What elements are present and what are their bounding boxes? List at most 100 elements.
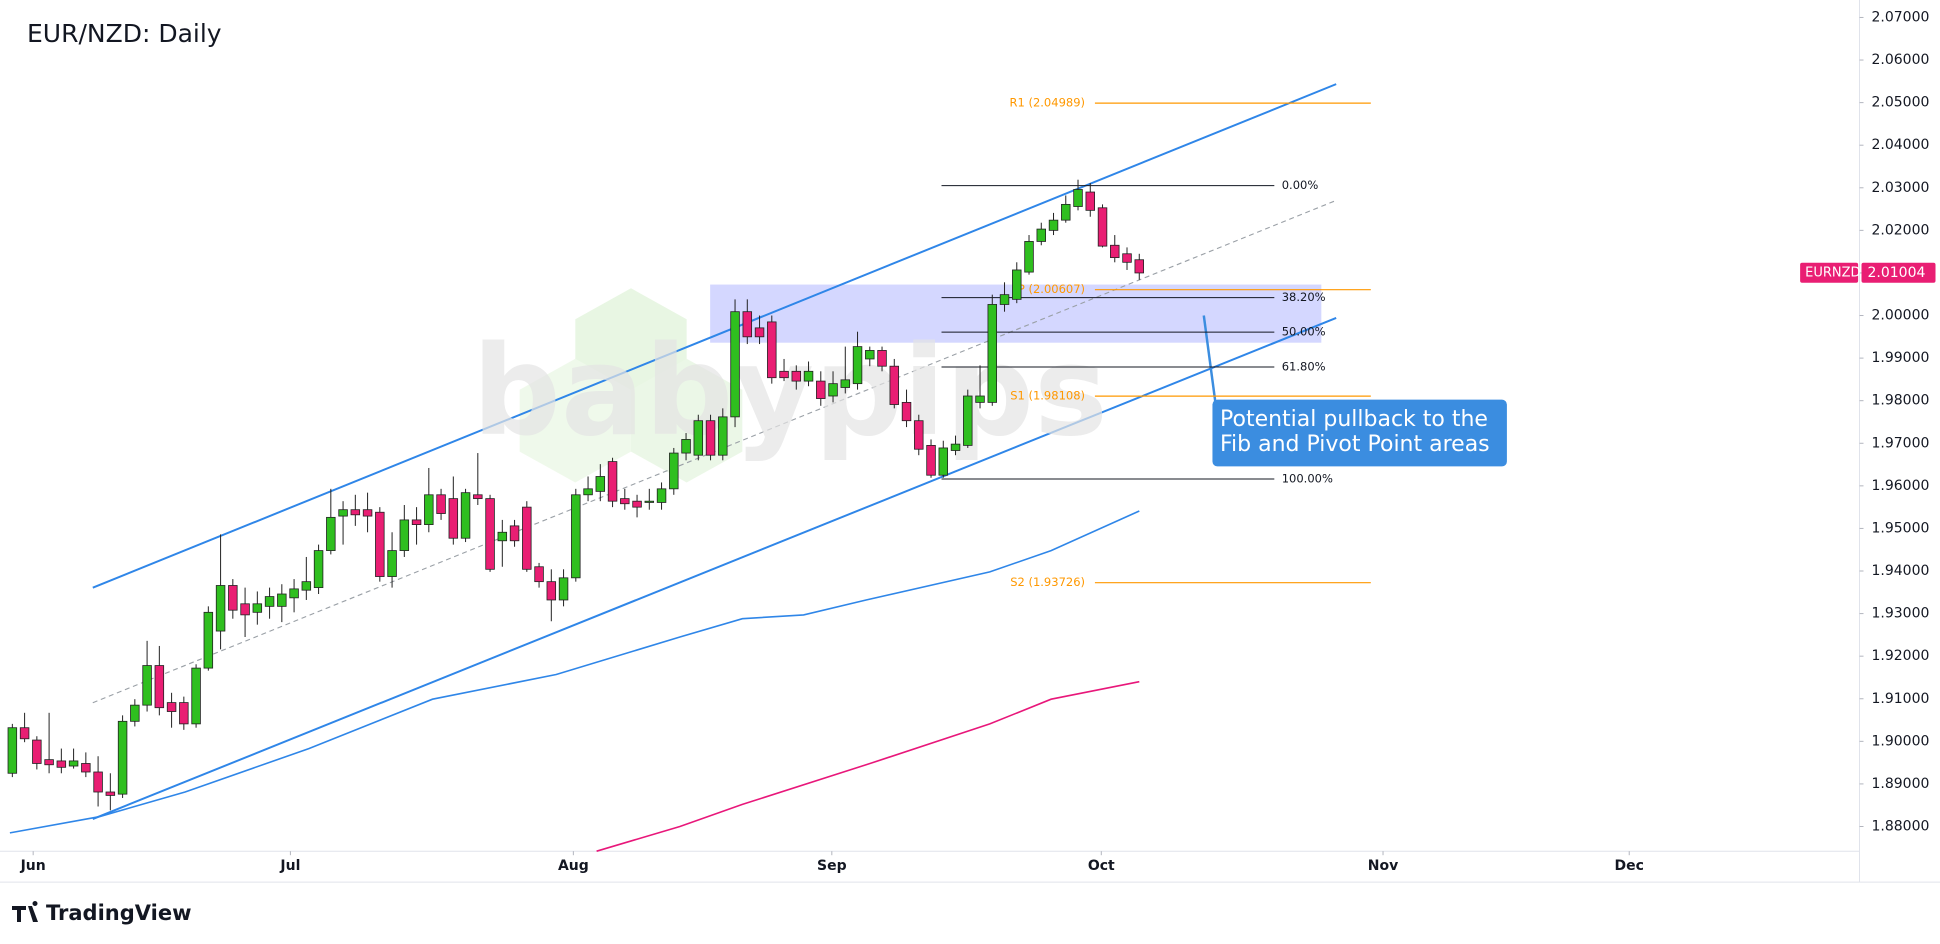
y-tick-label: 1.95000 [1872,520,1930,536]
candle-body [546,581,557,601]
fib-label: 0.00% [1282,178,1319,192]
y-tick-label: 1.91000 [1872,691,1930,707]
candle-body [620,498,630,505]
y-tick-label: 1.94000 [1872,563,1930,579]
pivot-label: R1 (2.04989) [1010,96,1086,110]
y-tick-label: 2.02000 [1872,222,1930,238]
callout-text: Potential pullback to the [1220,407,1488,432]
y-tick-label: 1.92000 [1872,648,1930,664]
candle-body [938,447,949,476]
candle-body [448,498,459,539]
candle-body [595,476,606,492]
candle-body [117,720,128,795]
watermark: babypips [472,320,1108,464]
candle-body [1024,241,1034,273]
x-tick-label: Oct [1088,858,1115,874]
chart-title: EUR/NZD: Daily [27,19,222,48]
candle-body [1097,207,1108,247]
candle-body [509,525,520,542]
symbol-badge [1800,262,1859,283]
candle-body [1085,191,1095,211]
y-tick-label: 1.99000 [1872,350,1930,366]
candle-body [399,519,410,551]
candle-body [767,321,777,379]
candle-body [375,511,385,577]
y-tick-label: 1.93000 [1872,606,1930,622]
y-tick-label: 1.88000 [1872,818,1930,834]
candle-body [436,494,446,514]
candle-body [215,585,226,632]
candle-body [424,494,434,525]
pivot-label: P (2.00607) [1018,282,1085,296]
candle-body [926,444,936,476]
candle-body [81,763,91,773]
candle-body [852,346,863,385]
candle-body [840,379,851,388]
candle-body [914,420,924,450]
candle-body [583,488,593,496]
candle-body [644,500,655,503]
brand-icon [12,900,38,922]
y-tick-label: 1.90000 [1872,733,1930,749]
y-tick-label: 1.98000 [1872,393,1930,409]
y-tick-label: 2.06000 [1872,52,1930,68]
candle-body [522,506,532,570]
candle-body [301,581,312,591]
y-tick-label: 2.00000 [1872,308,1930,324]
candle-body [730,311,740,418]
channel-lower [92,317,1337,820]
candle-body [865,350,875,360]
candle-body [1134,259,1144,274]
fib-label: 61.80% [1282,360,1326,374]
hex [519,358,631,483]
candle-body [889,365,900,405]
candle-body [142,665,152,706]
candle-body [693,420,704,456]
candle-body [56,760,67,768]
callout-text: Fib and Pivot Point areas [1220,432,1490,457]
brand: TradingView [46,901,191,925]
candle-body [1073,189,1083,207]
candle-body [950,443,961,451]
candle-body [252,603,263,613]
y-tick-label: 2.03000 [1872,180,1930,196]
candle-body [497,531,508,542]
candle-body [68,760,79,767]
candle-body [607,461,618,502]
x-tick-label: Jul [279,858,300,874]
candle-body [669,452,679,490]
candle-body [179,702,189,725]
x-tick-label: Aug [558,858,589,874]
candle-body [7,727,18,774]
symbol-label: EURNZD [1805,265,1860,280]
candle-body [485,498,495,570]
candle-body [264,596,275,607]
pivot-label: S1 (1.98108) [1010,389,1085,403]
price-badge [1861,262,1936,283]
candle-body [791,370,802,382]
ma-line [9,510,1140,834]
fib-label: 50.00% [1282,325,1326,339]
y-tick-label: 1.96000 [1872,478,1930,494]
candle-body [1122,253,1132,263]
candle-body [350,509,361,516]
candle-body [742,311,753,338]
candle-body [130,704,140,722]
candle-body [1012,269,1022,300]
candle-body [1110,244,1120,259]
candle-body [558,577,569,601]
candle-body [963,395,973,446]
candle-body [240,603,250,616]
footer-logo: TradingView [12,900,191,925]
candle-body [754,327,765,338]
candle-body [705,420,716,456]
candle-body [32,739,42,764]
candle-body [779,370,789,379]
candle-body [632,500,642,508]
candle-body [19,727,30,740]
candle-body [681,439,691,454]
candle-body [803,370,814,382]
